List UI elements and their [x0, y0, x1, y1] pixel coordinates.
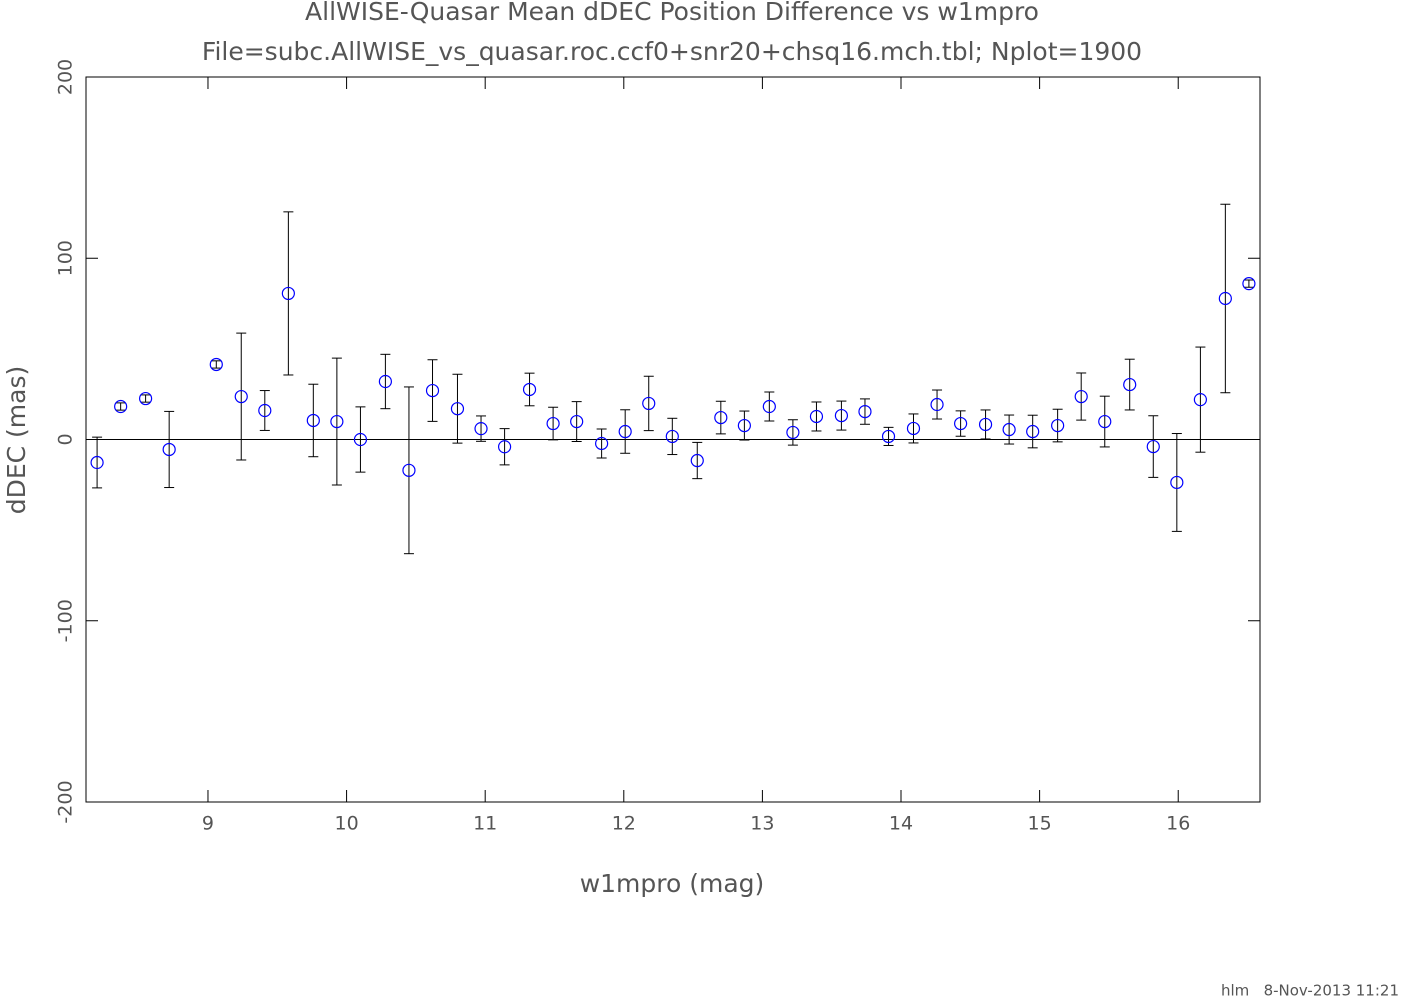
point	[1242, 277, 1256, 291]
point	[978, 417, 993, 432]
point	[809, 409, 824, 424]
point	[1218, 291, 1232, 306]
point	[1098, 414, 1112, 429]
point	[139, 391, 153, 406]
x-tick-label: 11	[473, 813, 497, 835]
point	[881, 429, 896, 444]
point	[114, 399, 128, 414]
point	[618, 424, 632, 439]
point	[595, 436, 609, 451]
point	[1170, 475, 1184, 490]
x-tick-label: 10	[334, 813, 358, 835]
point	[665, 429, 679, 444]
point	[906, 421, 921, 436]
point	[737, 418, 751, 433]
point	[1123, 377, 1137, 392]
point	[281, 286, 295, 301]
point	[1146, 439, 1160, 454]
x-tick-label: 13	[750, 813, 774, 835]
point	[474, 422, 488, 436]
x-axis-label: w1mpro (mag)	[580, 869, 765, 898]
chart-subtitle: File=subc.AllWISE_vs_quasar.roc.ccf0+snr…	[202, 37, 1142, 66]
point	[497, 440, 512, 454]
point	[353, 432, 368, 447]
x-tick-label: 15	[1028, 813, 1052, 835]
point	[330, 414, 344, 429]
point	[209, 357, 223, 372]
point	[306, 413, 320, 428]
y-axis-label: dDEC (mas)	[2, 366, 31, 515]
point	[234, 389, 248, 404]
point	[402, 463, 416, 477]
chart-title: AllWISE-Quasar Mean dDEC Position Differ…	[305, 0, 1039, 26]
point	[450, 402, 465, 416]
x-tick-label: 16	[1166, 813, 1190, 835]
point	[90, 455, 104, 470]
x-tick-label: 14	[889, 813, 913, 835]
x-tick-label: 12	[612, 813, 636, 835]
point	[258, 403, 272, 418]
footer: hlm 8-Nov-2013 11:21	[1221, 982, 1399, 999]
point	[1002, 422, 1016, 437]
y-tick-label: 200	[55, 59, 77, 95]
y-tick-label: -200	[55, 780, 77, 823]
point	[690, 453, 704, 468]
point	[642, 396, 656, 411]
point	[762, 399, 776, 414]
point	[1074, 389, 1088, 404]
point	[1193, 393, 1207, 407]
point	[858, 404, 872, 419]
point	[162, 442, 176, 457]
y-tick-label: 0	[55, 433, 77, 445]
point	[834, 408, 849, 423]
point	[570, 414, 584, 429]
point	[425, 383, 440, 398]
point	[522, 382, 537, 397]
point	[1051, 418, 1065, 433]
y-tick-label: 100	[55, 240, 77, 276]
x-tick-label: 9	[202, 813, 214, 835]
point	[954, 416, 968, 431]
point	[930, 397, 944, 412]
y-tick-label: -100	[55, 599, 77, 642]
point	[714, 410, 728, 425]
point	[786, 425, 800, 440]
point	[546, 416, 560, 431]
point	[378, 374, 392, 389]
point	[1026, 424, 1040, 439]
